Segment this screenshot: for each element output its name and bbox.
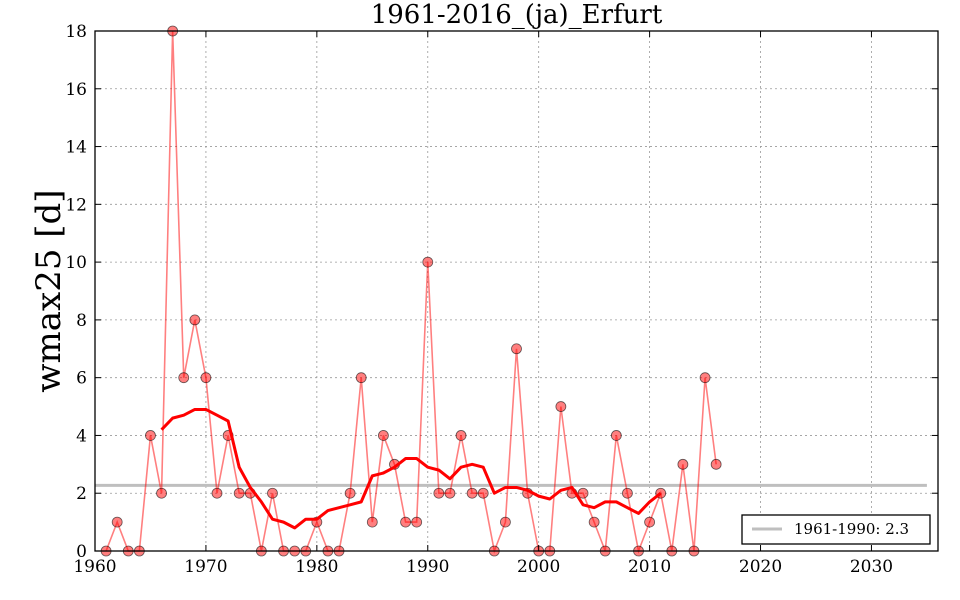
annual-point <box>411 516 423 528</box>
legend-label-reference: 1961-1990: 2.3 <box>794 520 909 538</box>
y-tick-label: 18 <box>65 22 87 42</box>
annual-point <box>588 516 600 528</box>
moving-average-line <box>160 407 662 530</box>
axis-ticks: 1960 1970 1980 1990 2000 2010 2020 2030 0 2 4 6 8 10 1… <box>65 22 938 577</box>
annual-point <box>267 487 278 499</box>
y-tick-label: 12 <box>65 195 87 215</box>
annual-point <box>233 487 245 499</box>
annual-point <box>477 487 489 499</box>
legend: 1961-1990: 2.3 <box>741 514 931 545</box>
x-tick-label: 2000 <box>517 557 560 577</box>
y-tick-label: 2 <box>76 484 87 504</box>
y-tick-label: 8 <box>76 311 87 331</box>
x-tick-label: 2020 <box>739 557 782 577</box>
annual-point <box>577 487 589 499</box>
annual-point <box>178 372 190 384</box>
plot-frame <box>94 30 939 552</box>
annual-point <box>145 430 156 441</box>
x-tick-label: 1970 <box>184 557 227 577</box>
moving-average-layer <box>160 407 662 530</box>
annual-point <box>433 487 445 499</box>
annual-point <box>511 343 522 355</box>
annual-point <box>366 516 378 528</box>
annual-point <box>211 487 223 499</box>
x-tick-label: 1990 <box>406 557 449 577</box>
annual-point <box>455 430 467 441</box>
x-tick-label: 1980 <box>295 557 338 577</box>
chart-title: 1961-2016_(ja)_Erfurt <box>371 0 663 30</box>
annual-point <box>699 372 711 384</box>
annual-point <box>644 516 656 528</box>
y-tick-label: 16 <box>65 80 87 100</box>
annual-point <box>422 256 434 268</box>
annual-point <box>189 314 201 326</box>
y-tick-label: 10 <box>65 253 87 273</box>
x-tick-label: 2030 <box>850 557 893 577</box>
annual-point <box>200 372 212 384</box>
annual-point <box>710 458 722 470</box>
annual-line <box>105 30 717 554</box>
annual-point <box>466 487 478 499</box>
annual-point <box>400 516 411 528</box>
y-axis-label: wmax25 [d] <box>29 189 69 392</box>
annual-point <box>111 516 123 528</box>
annual-point <box>677 458 689 470</box>
annual-point <box>444 487 456 499</box>
annual-point <box>156 487 167 499</box>
annual-point <box>344 487 356 499</box>
annual-point <box>555 401 567 412</box>
annual-point <box>610 430 622 441</box>
y-tick-label: 6 <box>76 369 87 389</box>
y-tick-label: 0 <box>76 542 87 562</box>
annual-point <box>377 430 389 441</box>
y-tick-label: 4 <box>76 426 87 446</box>
annual-point <box>500 516 511 528</box>
y-tick-label: 14 <box>65 138 87 158</box>
annual-series-layer <box>100 25 722 557</box>
x-tick-label: 1960 <box>73 557 116 577</box>
x-tick-label: 2010 <box>628 557 671 577</box>
annual-point <box>622 487 633 499</box>
annual-point <box>355 372 367 384</box>
